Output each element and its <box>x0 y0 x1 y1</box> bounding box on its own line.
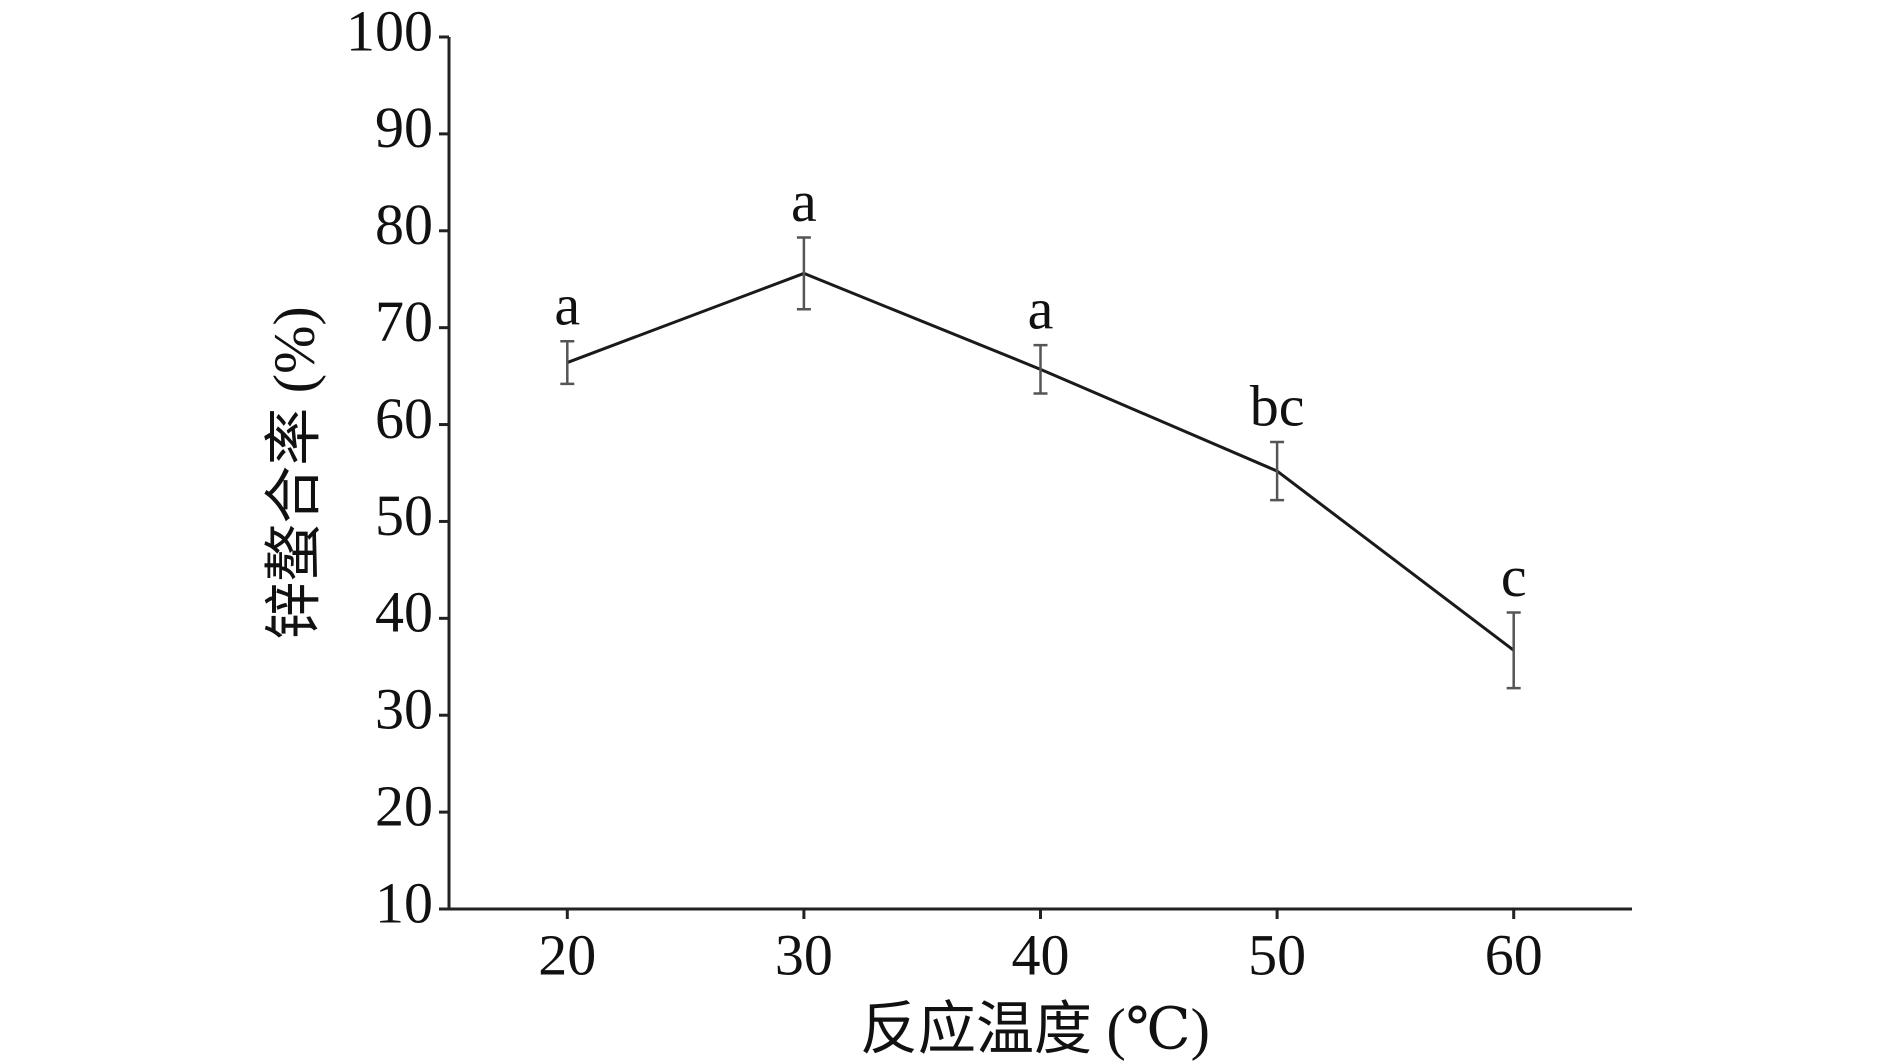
y-axis-label: 锌螯合率 (%) <box>261 306 326 639</box>
x-tick-label: 30 <box>775 922 833 987</box>
significance-label: bc <box>1250 373 1305 438</box>
significance-label: a <box>1028 276 1054 341</box>
error-bar <box>560 339 575 386</box>
y-tick-label: 80 <box>375 192 433 257</box>
significance-label: a <box>791 169 817 234</box>
error-bar <box>1270 440 1285 502</box>
x-tick-label: 20 <box>538 922 596 987</box>
y-tick-label: 20 <box>375 773 433 838</box>
y-tick-label: 60 <box>375 386 433 451</box>
significance-label: a <box>554 273 580 338</box>
x-tick-label: 60 <box>1485 922 1543 987</box>
y-tick-label: 30 <box>375 677 433 742</box>
x-tick-label: 40 <box>1012 922 1070 987</box>
x-tick-label: 50 <box>1248 922 1306 987</box>
y-tick-label: 70 <box>375 289 433 354</box>
y-tick-label: 90 <box>375 95 433 160</box>
error-bar <box>1506 611 1521 690</box>
x-axis-label: 反应温度 (℃) <box>860 996 1210 1061</box>
error-bar <box>796 236 811 311</box>
y-tick-label: 40 <box>375 580 433 645</box>
y-tick-label: 50 <box>375 483 433 548</box>
error-bar <box>1033 343 1048 395</box>
significance-label: c <box>1501 544 1527 609</box>
y-tick-label: 100 <box>346 0 433 63</box>
y-tick-label: 10 <box>375 870 433 935</box>
